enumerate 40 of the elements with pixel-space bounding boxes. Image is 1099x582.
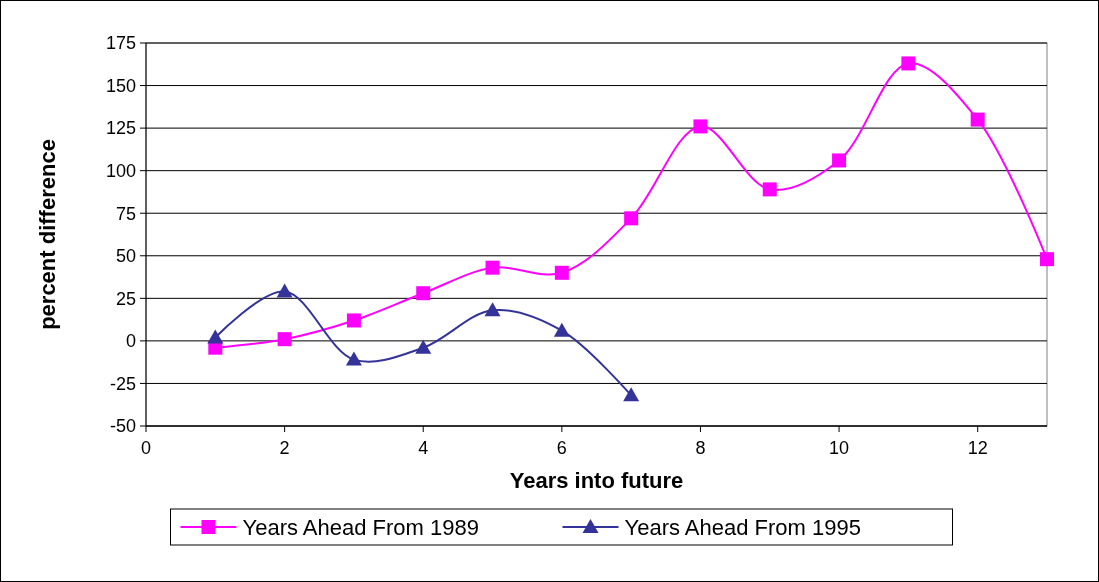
- x-tick-label: 4: [418, 438, 429, 458]
- point: [484, 302, 501, 317]
- legend-label: Years Ahead From 1989: [242, 514, 479, 540]
- point: [624, 211, 639, 226]
- x-tick-label: 2: [279, 438, 290, 458]
- y-tick-label: 75: [115, 203, 136, 224]
- point: [554, 265, 569, 280]
- point: [415, 339, 432, 354]
- y-axis-title: percent difference: [35, 139, 60, 330]
- point: [346, 313, 361, 328]
- y-tick-label: 50: [115, 246, 136, 267]
- point: [276, 283, 293, 298]
- point: [416, 286, 431, 301]
- y-tick-label: 0: [125, 331, 136, 352]
- point: [207, 329, 224, 344]
- y-tick-label: 175: [105, 33, 136, 54]
- point: [832, 153, 847, 168]
- y-tick-label: 25: [115, 288, 136, 309]
- point: [693, 119, 708, 134]
- x-tick-label: 6: [556, 438, 567, 458]
- point: [623, 387, 640, 402]
- y-tick-label: 125: [105, 118, 136, 139]
- point: [345, 351, 362, 366]
- x-tick-label: 10: [829, 438, 850, 458]
- x-tick-label: 0: [140, 438, 152, 458]
- point: [762, 182, 777, 197]
- point: [277, 332, 292, 347]
- point: [901, 56, 916, 71]
- x-tick-label: 8: [695, 438, 706, 458]
- x-axis-title: Years into future: [509, 468, 684, 493]
- point: [1040, 252, 1054, 267]
- x-tick-label: 12: [967, 438, 988, 458]
- point: [970, 112, 985, 127]
- point: [485, 260, 500, 275]
- y-tick-label: -25: [109, 373, 136, 394]
- y-tick-label: -50: [109, 416, 136, 437]
- y-tick-label: 150: [105, 75, 136, 96]
- y-tick-label: 100: [105, 160, 136, 181]
- point: [553, 322, 570, 337]
- legend-label: Years Ahead From 1995: [624, 514, 861, 540]
